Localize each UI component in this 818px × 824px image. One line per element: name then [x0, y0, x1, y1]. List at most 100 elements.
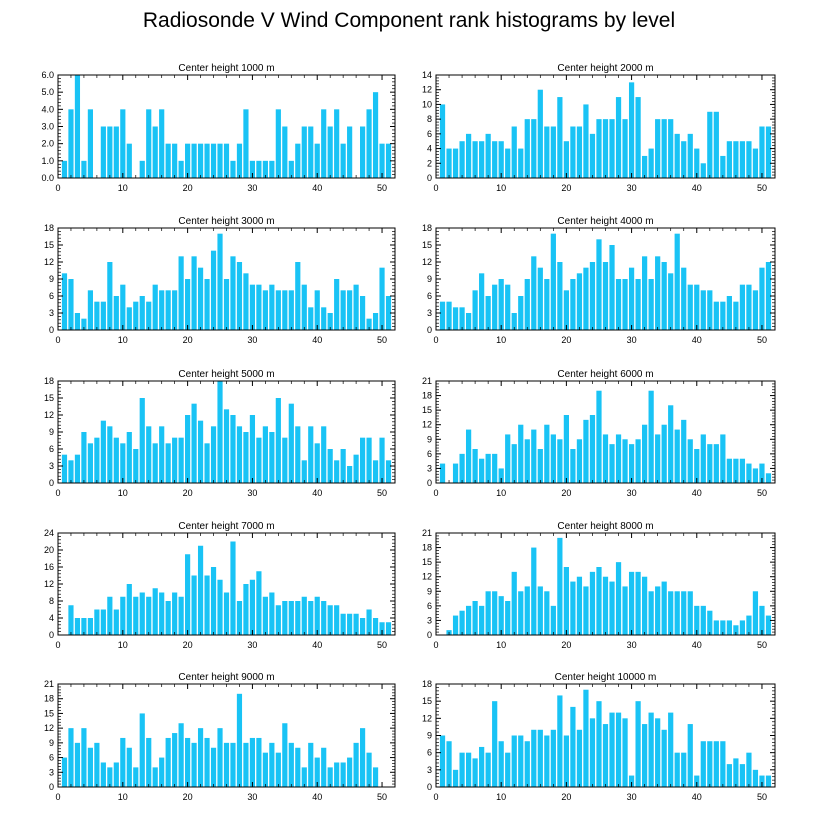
panel-6-bar [485, 453, 491, 483]
panel-3-bar [256, 284, 262, 330]
panel-10-bar [465, 752, 472, 787]
panel-6-bar [524, 439, 530, 483]
panel-9-bar [321, 747, 327, 787]
panel-6-xtick-label: 50 [757, 488, 767, 498]
panel-3-bar [269, 284, 275, 330]
panel-7-bar [152, 588, 158, 635]
panel-2-bar [485, 133, 491, 178]
panel-5-bar [87, 443, 93, 483]
panel-7-bar [94, 609, 100, 635]
panel-3-bar [334, 279, 340, 330]
panel-6-bar [479, 458, 485, 483]
panel-4-bar [485, 296, 491, 330]
panel-7-bar [146, 596, 152, 635]
panel-10-bar [563, 735, 569, 787]
panel-3-bar [327, 313, 333, 330]
panel-9-bar [353, 742, 359, 787]
panel-7-ytick-label: 0 [49, 630, 54, 640]
panel-10-xtick-label: 20 [561, 792, 571, 802]
panel-7-bar [347, 613, 353, 635]
panel-6-ytick-label: 15 [422, 405, 432, 415]
panel-7-ytick-label: 8 [49, 596, 54, 606]
panel-3-bar [321, 307, 327, 330]
panel-2-bar [746, 141, 752, 178]
panel-5-bar [94, 437, 100, 483]
panel-2-bar [648, 148, 654, 178]
panel-10-bar [518, 735, 524, 787]
panel-9-bar [327, 767, 333, 787]
panel-9-xtick-label: 10 [118, 792, 128, 802]
panel-8-bar [733, 625, 739, 635]
panel-1-xtick-label: 50 [377, 183, 387, 193]
panel-2-xtick-label: 40 [692, 183, 702, 193]
panel-9-bar [185, 737, 191, 787]
panel-4-bar [589, 262, 596, 330]
panel-4-bar [518, 296, 524, 330]
panel-1-ytick-label: 1.0 [41, 156, 54, 166]
panel-7-bar [366, 609, 372, 635]
panel-8-ytick-label: 3 [427, 615, 432, 625]
panel-8-bar [700, 605, 706, 635]
panel-7-xtick-label: 10 [118, 640, 128, 650]
panel-6-bar [752, 468, 759, 483]
panel-5-bar [74, 454, 81, 483]
panel-7-bar [126, 584, 132, 635]
panel-7-bar [385, 622, 392, 635]
panel-6-title: Center height 6000 m [557, 369, 653, 380]
panel-10-ytick-label: 12 [422, 713, 432, 723]
panel-1-bar [275, 109, 281, 178]
panel-2-ytick-label: 0 [427, 173, 432, 183]
panel-10-bar [655, 718, 661, 787]
panel-1-bar [262, 160, 268, 178]
panel-8-bar [642, 576, 648, 635]
panel-1-bar [107, 126, 113, 178]
panel-8-ytick-label: 9 [427, 586, 432, 596]
panel-5-bar [256, 437, 262, 483]
panel-10-bar [765, 775, 772, 787]
panel-3-bar [262, 290, 268, 330]
panel-9-bar [120, 737, 126, 787]
panel-7-bar [282, 601, 288, 635]
panel-3-bar [61, 273, 68, 330]
panel-10-bar [622, 718, 628, 787]
panel-7-bar [288, 601, 294, 635]
panel-8-xtick-label: 0 [433, 640, 438, 650]
panel-3-ytick-label: 15 [44, 240, 54, 250]
panel-2-ytick-label: 6 [427, 129, 432, 139]
panel-8-bar [563, 567, 569, 635]
panel-9-bar [178, 723, 184, 787]
panel-1-bar [223, 143, 230, 178]
panel-7-xtick-label: 30 [247, 640, 257, 650]
panel-9-bar [197, 728, 204, 787]
panel-3-bar [120, 284, 126, 330]
panel-1-bar [295, 143, 301, 178]
panel-3-bar [282, 290, 288, 330]
panel-2-bar [524, 119, 530, 178]
panel-4-bar [720, 301, 726, 330]
panel-6-bar [635, 439, 641, 483]
panel-2-bar [661, 119, 667, 178]
panel-8-bar [479, 605, 485, 635]
panel-7-bar [217, 579, 223, 635]
panel-9-bar [139, 713, 145, 787]
panel-4-ytick-label: 0 [427, 325, 432, 335]
panel-5-bar [379, 437, 385, 483]
panel-1-bar [230, 160, 236, 178]
panel-7-xtick-label: 50 [377, 640, 387, 650]
panel-4-bar [602, 262, 609, 330]
panel-2-title: Center height 2000 m [557, 63, 653, 74]
panel-9-ytick-label: 21 [44, 679, 54, 689]
panel-1-bar [204, 143, 210, 178]
panel-9-bar [172, 733, 178, 787]
panel-4-bar [615, 279, 622, 330]
panel-5-bar [269, 432, 275, 483]
panel-9-bar [74, 742, 81, 787]
panel-1-bar [113, 126, 119, 178]
panel-1-bar [81, 160, 87, 178]
panel-6-ytick-label: 6 [427, 449, 432, 459]
panel-4-bar [492, 284, 498, 330]
panel-4-bar [628, 267, 635, 330]
panel-6-bar [622, 439, 628, 483]
panel-3-bar [353, 284, 359, 330]
panel-5-bar [327, 449, 333, 483]
